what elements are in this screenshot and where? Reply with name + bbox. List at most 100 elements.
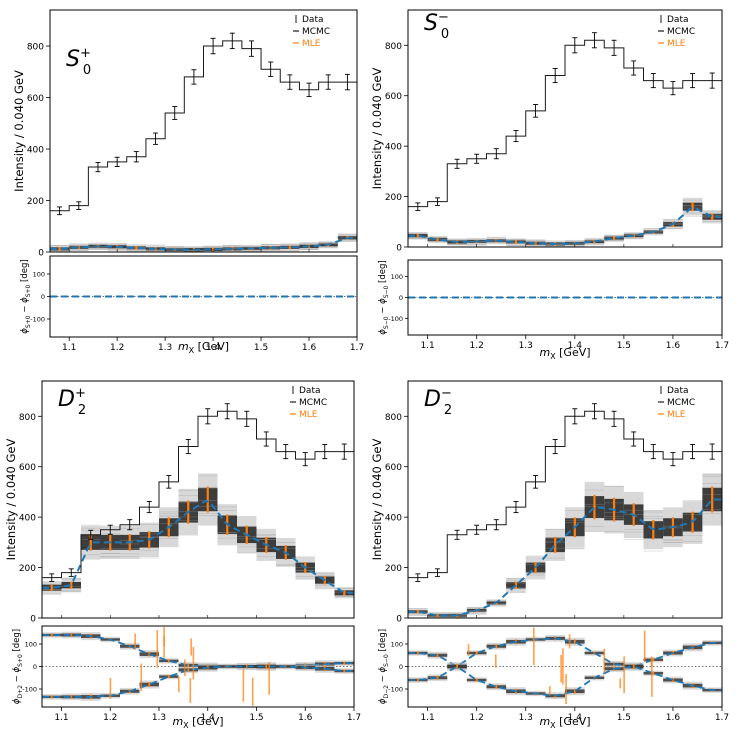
- y-tick-label: 200: [19, 564, 36, 574]
- data-point: [95, 161, 101, 173]
- x-tick-label: 1.2: [110, 343, 124, 353]
- y-tick-label: 200: [385, 564, 402, 574]
- y-axis-label: Intensity / 0.040 GeV: [4, 439, 18, 561]
- data-point: [513, 130, 519, 143]
- data-point: [709, 72, 715, 89]
- main-plot-area: [42, 403, 354, 599]
- data-point: [690, 73, 696, 89]
- legend-entry: Data: [299, 386, 321, 396]
- legend-entry: MCMC: [667, 27, 695, 37]
- x-tick-label: 1.3: [519, 341, 533, 351]
- phase-y-tick-label: 0: [399, 294, 403, 302]
- x-axis-label: mX [GeV]: [178, 340, 229, 355]
- model-total-histogram: [42, 410, 354, 579]
- data-point: [344, 73, 350, 91]
- data-point: [631, 60, 637, 76]
- legend-entry: MCMC: [302, 27, 330, 37]
- phase-plot-area: [42, 627, 354, 706]
- data-point: [191, 69, 197, 85]
- x-axis-label: mX [GeV]: [539, 346, 590, 361]
- data-point: [107, 524, 113, 535]
- data-point: [185, 439, 191, 455]
- model-total-histogram: [50, 40, 357, 212]
- data-point: [127, 519, 133, 531]
- x-tick-label: 1.4: [568, 341, 583, 351]
- phase-y-tick-label: -100: [30, 316, 45, 324]
- subplot-3: 0 200 400 600 800 Intensity / 0.040 GeV D+ 2 Dat…: [4, 380, 361, 730]
- x-tick-label: 1.4: [206, 343, 221, 353]
- x-axis-label: mX [GeV]: [172, 715, 223, 730]
- x-tick-label: 1.5: [249, 713, 263, 723]
- y-tick-label: 0: [396, 244, 402, 254]
- phase-y-axis-label: ϕS−0 − ϕS−0 [deg]: [378, 260, 390, 334]
- data-point: [306, 82, 312, 97]
- x-tick-label: 1.7: [715, 341, 729, 351]
- legend-entry: Data: [667, 386, 689, 396]
- data-point: [287, 74, 293, 90]
- phase-y-axis-label: ϕD−2 − ϕS−0 [deg]: [378, 629, 390, 704]
- data-point: [302, 452, 308, 467]
- data-point: [49, 573, 55, 582]
- x-tick-label: 1.3: [158, 343, 172, 353]
- data-point: [268, 61, 274, 77]
- y-axis-label: Intensity / 0.040 GeV: [12, 70, 26, 192]
- model-total-histogram: [408, 410, 722, 579]
- y-tick-label: 600: [385, 92, 402, 102]
- data-point: [533, 475, 539, 489]
- data-point: [322, 444, 328, 460]
- subplot-4: 0 200 400 600 800 Intensity / 0.040 GeV D− 2 Dat…: [370, 380, 729, 730]
- y-tick-label: 400: [19, 514, 36, 524]
- data-point: [68, 568, 74, 577]
- data-point: [133, 151, 139, 163]
- x-tick-label: 1.7: [350, 343, 364, 353]
- phase-y-axis-label: ϕS+0 − ϕS+0 [deg]: [20, 259, 32, 333]
- y-tick-label: 800: [385, 413, 402, 423]
- data-point: [631, 431, 637, 447]
- y-tick-label: 600: [27, 94, 44, 104]
- x-tick-label: 1.2: [103, 713, 117, 723]
- data-point: [591, 32, 597, 49]
- data-point: [57, 206, 63, 216]
- data-point: [146, 501, 152, 514]
- phase-y-tick-label: 100: [33, 271, 45, 279]
- x-axis-label: mX [GeV]: [539, 715, 590, 730]
- main-axes-frame: [407, 9, 723, 248]
- legend-entry: Data: [667, 15, 689, 25]
- data-point: [552, 68, 558, 84]
- data-point: [493, 519, 499, 531]
- data-point: [434, 197, 440, 206]
- phase-y-tick-label: 100: [391, 273, 403, 281]
- data-point: [591, 403, 597, 420]
- data-point: [244, 410, 250, 427]
- legend-entry: MCMC: [667, 398, 695, 408]
- data-point: [454, 158, 460, 169]
- data-point: [670, 452, 676, 467]
- x-tick-label: 1.6: [666, 341, 681, 351]
- data-point: [114, 156, 120, 167]
- subplot-2: 0 200 400 600 800 Intensity / 0.040 GeV S− 0 Dat…: [370, 9, 729, 361]
- y-tick-label: 400: [27, 146, 44, 156]
- data-point: [493, 148, 499, 160]
- phase-y-tick-label: 100: [25, 641, 37, 649]
- legend-entry: MLE: [667, 410, 686, 420]
- data-point: [572, 37, 578, 54]
- data-point: [690, 444, 696, 460]
- x-tick-label: 1.5: [617, 341, 631, 351]
- x-tick-label: 1.4: [568, 713, 583, 723]
- legend: Data MCMC MLE: [658, 386, 695, 420]
- main-plot-area: [408, 403, 722, 618]
- data-point: [611, 39, 617, 56]
- y-tick-label: 600: [385, 463, 402, 473]
- y-tick-label: 200: [385, 193, 402, 203]
- x-tick-label: 1.5: [617, 713, 631, 723]
- data-point: [210, 37, 216, 55]
- x-tick-label: 1.6: [298, 713, 313, 723]
- x-tick-label: 1.6: [666, 713, 681, 723]
- x-tick-label: 1.3: [152, 713, 166, 723]
- x-tick-label: 1.2: [470, 341, 484, 351]
- phase-y-tick-label: -100: [22, 686, 37, 694]
- subplot-title: S− 0: [424, 10, 449, 42]
- legend-entry: MLE: [299, 410, 318, 420]
- data-point: [415, 202, 421, 211]
